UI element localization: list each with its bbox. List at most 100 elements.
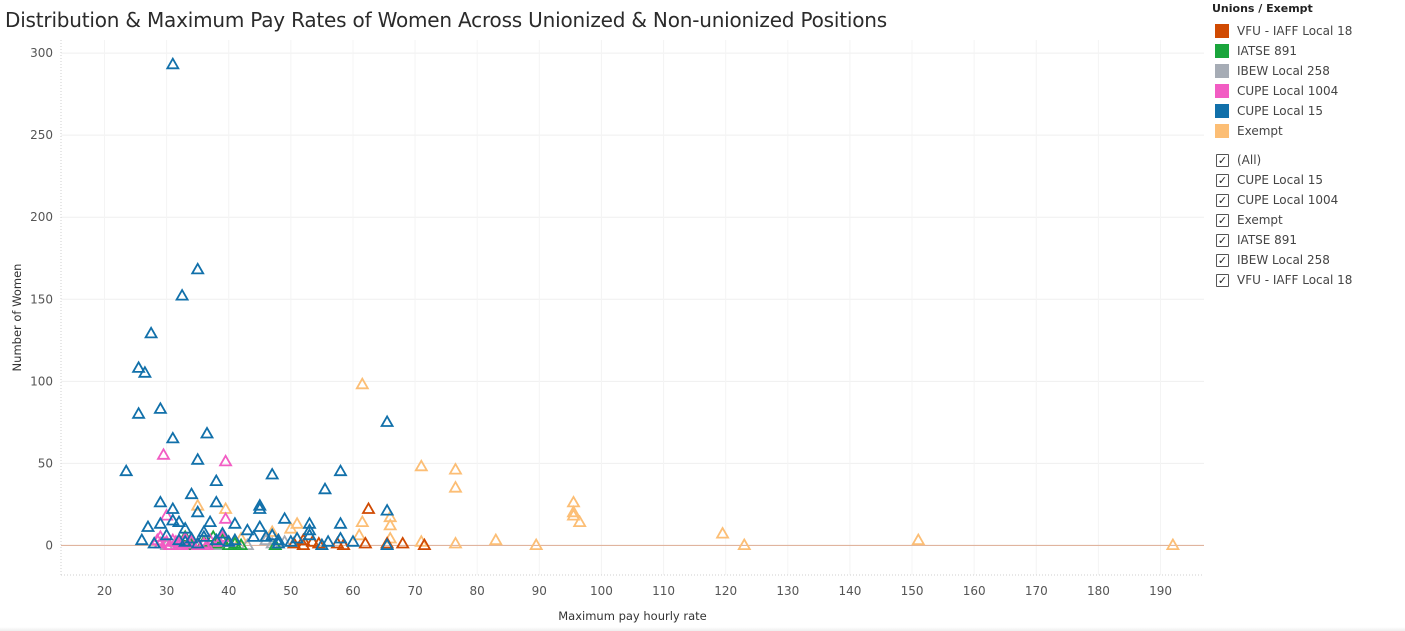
data-point-triangle — [209, 495, 224, 508]
data-point-triangle — [333, 531, 348, 544]
filter-option-label: CUPE Local 15 — [1237, 173, 1323, 187]
legend-item[interactable]: IATSE 891 — [1212, 41, 1402, 61]
legend: Unions / Exempt VFU - IAFF Local 18 IATSE… — [1212, 2, 1402, 290]
data-point-triangle — [358, 536, 373, 549]
filter-option[interactable]: ✓ Exempt — [1212, 210, 1402, 230]
filter-option[interactable]: ✓ IATSE 891 — [1212, 230, 1402, 250]
filter-option[interactable]: ✓ CUPE Local 1004 — [1212, 190, 1402, 210]
data-point-triangle — [227, 516, 242, 529]
data-point-triangle — [165, 56, 180, 70]
data-point-triangle — [131, 406, 146, 419]
data-point-triangle — [144, 325, 159, 339]
x-tick-label: 100 — [590, 584, 613, 598]
data-point-triangle — [218, 511, 233, 524]
x-tick-label: 130 — [776, 584, 799, 598]
filter-option-label: (All) — [1237, 153, 1262, 167]
data-point-triangle — [165, 501, 180, 514]
data-point-triangle — [715, 526, 730, 539]
data-point-triangle — [417, 537, 432, 550]
legend-item[interactable]: IBEW Local 258 — [1212, 61, 1402, 81]
grid-lines — [61, 40, 1204, 575]
filter-option-label: CUPE Local 1004 — [1237, 193, 1339, 207]
data-point-triangle — [737, 537, 752, 550]
data-point-triangle — [119, 463, 134, 477]
filter-option[interactable]: ✓ CUPE Local 15 — [1212, 170, 1402, 190]
y-tick-label: 250 — [30, 128, 53, 142]
data-point-triangle — [140, 519, 156, 532]
data-point-triangle — [321, 534, 336, 547]
checkbox-checked-icon[interactable]: ✓ — [1216, 273, 1229, 287]
data-point-triangle — [383, 517, 398, 531]
checkbox-checked-icon[interactable]: ✓ — [1216, 253, 1229, 267]
legend-swatch — [1215, 104, 1229, 118]
x-tick-label: 30 — [159, 584, 174, 598]
data-point-triangle — [271, 536, 286, 549]
filter-option[interactable]: ✓ VFU - IAFF Local 18 — [1212, 270, 1402, 290]
checkbox-checked-icon[interactable]: ✓ — [1216, 173, 1229, 187]
legend-item[interactable]: VFU - IAFF Local 18 — [1212, 21, 1402, 41]
data-point-triangle — [159, 508, 174, 521]
y-tick-label: 200 — [30, 210, 53, 224]
data-point-triangle — [196, 524, 211, 537]
legend-item[interactable]: CUPE Local 15 — [1212, 101, 1402, 121]
x-axis-title: Maximum pay hourly rate — [558, 609, 706, 623]
data-point-triangle — [165, 513, 180, 526]
chart-title: Distribution & Maximum Pay Rates of Wome… — [5, 8, 887, 32]
data-point-triangle — [212, 534, 227, 547]
y-tick-label: 50 — [38, 456, 53, 470]
x-tick-label: 80 — [470, 584, 485, 598]
checkbox-checked-icon[interactable]: ✓ — [1216, 193, 1229, 207]
y-tick-label: 100 — [30, 374, 53, 388]
data-point-triangle — [448, 536, 463, 549]
x-tick-label: 40 — [221, 584, 236, 598]
filter-option-label: IBEW Local 258 — [1237, 253, 1330, 267]
checkbox-checked-icon[interactable]: ✓ — [1216, 153, 1229, 167]
data-point-triangle — [153, 495, 168, 508]
data-point-triangle — [234, 531, 249, 544]
series-cupe-local-15 — [119, 56, 395, 550]
data-points — [119, 56, 1180, 550]
filter-option[interactable]: ✓ IBEW Local 258 — [1212, 250, 1402, 270]
filter-option-label: IATSE 891 — [1237, 233, 1298, 247]
data-point-triangle — [153, 401, 168, 414]
data-point-triangle — [218, 453, 233, 467]
legend-label: IBEW Local 258 — [1237, 64, 1330, 78]
data-point-triangle — [305, 534, 320, 547]
x-tick-label: 60 — [345, 584, 360, 598]
legend-swatch — [1215, 124, 1229, 138]
data-point-triangle — [137, 365, 152, 378]
legend-item[interactable]: Exempt — [1212, 121, 1402, 141]
filter-option-label: VFU - IAFF Local 18 — [1237, 273, 1353, 287]
legend-item[interactable]: CUPE Local 1004 — [1212, 81, 1402, 101]
legend-label: CUPE Local 1004 — [1237, 84, 1339, 98]
data-point-triangle — [196, 529, 211, 542]
data-point-triangle — [265, 524, 280, 537]
filter-option-label: Exempt — [1237, 213, 1283, 227]
data-point-triangle — [178, 534, 193, 547]
bottom-edge — [0, 627, 1405, 631]
series-vfu-iaff-local-18 — [286, 501, 432, 550]
data-point-triangle — [283, 521, 298, 534]
data-point-triangle — [171, 532, 187, 546]
data-point-triangle — [302, 523, 317, 536]
data-point-triangle — [395, 536, 410, 549]
data-point-triangle — [488, 532, 503, 546]
data-point-triangle — [153, 516, 168, 529]
data-point-triangle — [380, 537, 395, 550]
data-point-triangle — [355, 376, 370, 390]
x-tick-label: 190 — [1149, 584, 1172, 598]
data-point-triangle — [156, 447, 171, 460]
data-point-triangle — [265, 467, 280, 480]
data-point-triangle — [302, 516, 317, 529]
checkbox-checked-icon[interactable]: ✓ — [1216, 213, 1229, 227]
data-point-triangle — [290, 531, 305, 544]
data-point-triangle — [414, 459, 429, 472]
x-tick-label: 180 — [1087, 584, 1110, 598]
data-point-triangle — [159, 527, 174, 541]
checkbox-checked-icon[interactable]: ✓ — [1216, 233, 1229, 247]
data-point-triangle — [380, 414, 395, 427]
y-tick-label: 300 — [30, 46, 53, 60]
filter-option[interactable]: ✓ (All) — [1212, 150, 1402, 170]
y-tick-label: 150 — [30, 292, 53, 306]
legend-swatch — [1215, 84, 1229, 98]
